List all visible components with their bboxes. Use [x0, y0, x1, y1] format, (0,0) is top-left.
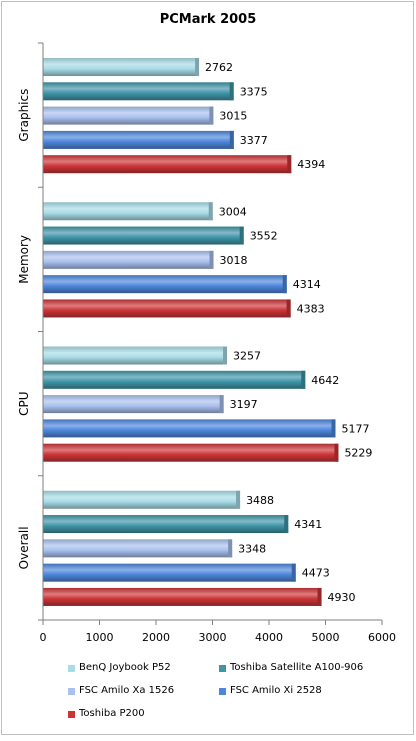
bar [43, 419, 336, 438]
legend-swatch [219, 665, 226, 672]
bar-end-cap [228, 539, 233, 558]
bar-end-cap [229, 82, 234, 101]
bar [43, 250, 214, 269]
bar-end-cap [284, 515, 289, 534]
chart-title: PCMark 2005 [160, 12, 257, 27]
data-label: 3375 [240, 85, 268, 98]
data-label: 3257 [233, 350, 261, 363]
bar-end-cap [219, 395, 224, 414]
bar-end-cap [209, 106, 214, 125]
x-tick-label: 0 [40, 631, 47, 644]
legend-swatch [219, 688, 226, 695]
data-label: 4341 [294, 518, 322, 531]
data-label: 3348 [238, 542, 266, 555]
data-label: 4473 [302, 567, 330, 580]
bar [43, 587, 322, 606]
category-label: CPU [17, 391, 31, 415]
x-tick-label: 4000 [255, 631, 283, 644]
bar [43, 275, 287, 294]
legend-label: FSC Amilo Xa 1526 [79, 685, 175, 696]
bar [43, 106, 214, 125]
bar [43, 130, 234, 149]
x-tick-label: 3000 [199, 631, 227, 644]
legend-swatch [68, 665, 75, 672]
category-label: Overall [17, 526, 31, 569]
data-label: 5229 [344, 447, 372, 460]
legend-swatch [68, 711, 75, 718]
bar-end-cap [291, 563, 296, 582]
data-label: 3004 [219, 205, 247, 218]
bar-end-cap [331, 419, 336, 438]
legend-label: FSC Amilo Xi 2528 [230, 685, 322, 696]
data-label: 4383 [297, 302, 325, 315]
bar [43, 370, 306, 389]
data-label: 3018 [220, 254, 248, 267]
x-tick-label: 1000 [86, 631, 114, 644]
data-label: 3377 [240, 134, 268, 147]
bar-end-cap [208, 202, 213, 221]
bar-end-cap [287, 155, 292, 174]
bar-end-cap [286, 299, 291, 318]
bar-end-cap [317, 587, 322, 606]
data-label: 5177 [342, 422, 370, 435]
bar-end-cap [223, 346, 228, 365]
bar-end-cap [209, 250, 214, 269]
data-label: 3015 [219, 110, 247, 123]
category-label: Memory [17, 235, 31, 284]
bar [43, 82, 234, 101]
data-label: 3552 [250, 230, 278, 243]
plot-area: 2762 3375 3015 3377 4394 Graphics 300435523018… [17, 42, 396, 644]
bar [43, 395, 224, 414]
bar-end-cap [195, 58, 200, 76]
bar [43, 226, 244, 245]
bar [43, 539, 233, 558]
x-tick-label: 6000 [368, 631, 396, 644]
x-tick-label: 2000 [142, 631, 170, 644]
x-tick-label: 5000 [312, 631, 340, 644]
bar [43, 155, 292, 174]
bar-end-cap [334, 443, 339, 462]
data-label: 3197 [230, 398, 258, 411]
legend-swatch [68, 688, 75, 695]
legend-label: BenQ Joybook P52 [79, 662, 171, 673]
bar [43, 299, 291, 318]
bar [43, 515, 289, 534]
bar [43, 202, 213, 221]
data-label: 3488 [246, 494, 274, 507]
data-label: 4642 [311, 374, 339, 387]
data-label: 4314 [293, 278, 321, 291]
category-label: Graphics [17, 89, 31, 142]
data-label: 4930 [328, 591, 356, 604]
legend-label: Toshiba P200 [79, 708, 145, 719]
bar [43, 58, 200, 76]
bar-end-cap [239, 226, 244, 245]
bar [43, 443, 339, 462]
bar-end-cap [301, 370, 306, 389]
bar [43, 346, 228, 365]
bar [43, 490, 241, 509]
data-label: 4394 [297, 158, 325, 171]
bar-end-cap [229, 130, 234, 149]
bar [43, 563, 296, 582]
data-label: 2762 [205, 61, 233, 74]
legend-label: Toshiba Satellite A100-906 [230, 662, 364, 673]
bar-end-cap [236, 490, 241, 509]
bar-end-cap [282, 275, 287, 294]
